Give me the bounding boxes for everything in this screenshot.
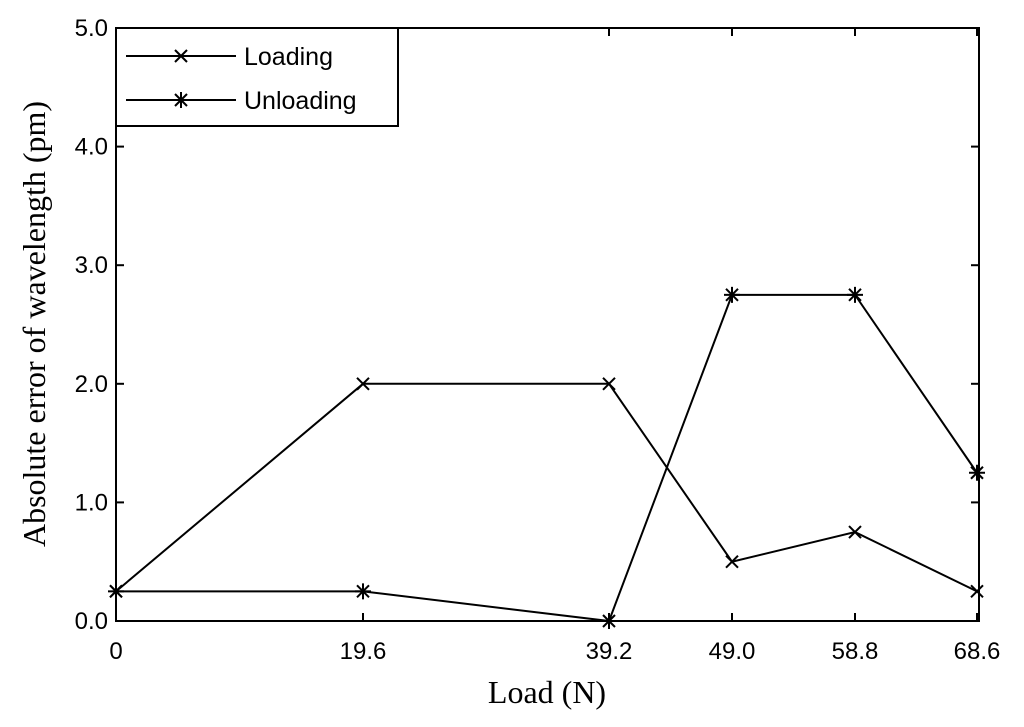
legend-marker: [173, 92, 189, 108]
series-layer: [108, 286, 985, 629]
y-tick-label: 1.0: [75, 489, 108, 516]
y-tick-label: 0.0: [75, 608, 108, 635]
legend-label: Loading: [244, 43, 333, 71]
y-axis-title: Absolute error of wavelength (pm): [16, 101, 52, 547]
data-point: [969, 464, 985, 481]
data-point: [602, 377, 616, 391]
y-tick-label: 3.0: [75, 252, 108, 279]
y-tick-label: 2.0: [75, 371, 108, 398]
data-point: [355, 583, 371, 600]
x-axis-title: Load (N): [488, 674, 606, 710]
data-point: [847, 286, 863, 303]
x-marker-stroke: [970, 584, 984, 599]
legend-box: [115, 27, 399, 127]
x-tick-label: 39.2: [586, 638, 633, 665]
x-marker-stroke: [174, 49, 188, 63]
legend-label: Unloading: [244, 87, 357, 115]
x-marker-stroke: [602, 377, 616, 391]
data-point: [725, 554, 739, 569]
legend: Loading Unloading: [115, 27, 399, 127]
x-tick-label: 58.8: [832, 638, 879, 665]
x-tick-label: 0: [109, 638, 122, 665]
y-tick-label: 4.0: [75, 134, 108, 161]
x-marker-stroke: [725, 554, 739, 569]
series-line: [116, 293, 978, 623]
data-point: [356, 377, 370, 391]
x-tick-label: 19.6: [340, 638, 387, 665]
legend-marker: [174, 49, 188, 63]
series-unloading: [108, 286, 985, 629]
series-loading: [109, 377, 984, 599]
series-line: [115, 382, 978, 593]
x-marker-stroke: [356, 377, 370, 391]
x-tick-label: 49.0: [709, 638, 756, 665]
plot-frame: [115, 27, 980, 622]
x-marker-stroke: [848, 525, 862, 539]
data-point: [724, 286, 740, 303]
data-point: [848, 525, 862, 539]
y-tick-label: 5.0: [75, 15, 108, 42]
y-axis-ticks: 0.0 1.0 2.0 3.0 4.0 5.0: [75, 15, 979, 635]
data-point: [970, 584, 984, 599]
x-tick-label: 68.6: [954, 638, 1001, 665]
